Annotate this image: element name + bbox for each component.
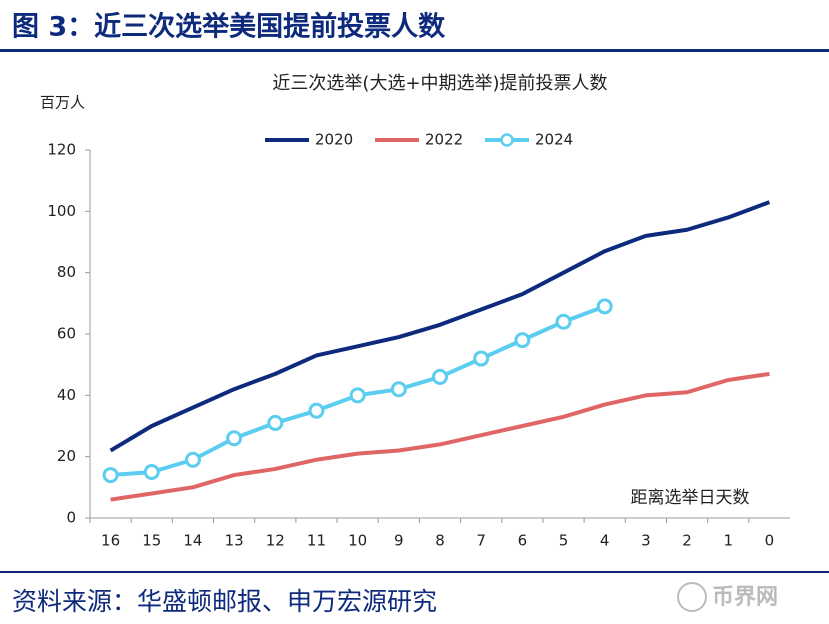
x-tick-label: 14 — [183, 532, 202, 550]
x-axis-label: 距离选举日天数 — [631, 488, 750, 508]
series-line — [109, 200, 771, 453]
y-tick-label: 80 — [57, 263, 76, 281]
data-point — [226, 430, 243, 447]
data-point — [308, 402, 325, 419]
y-tick-label: 60 — [57, 325, 76, 343]
watermark: 币界网 — [712, 585, 778, 610]
x-tick-label: 10 — [348, 532, 367, 550]
watermark-icon — [677, 582, 707, 612]
x-tick-label: 15 — [142, 532, 161, 550]
header-title: 图 3：近三次选举美国提前投票人数 — [12, 11, 446, 43]
x-tick-label: 7 — [476, 532, 486, 550]
x-tick-label: 5 — [559, 532, 569, 550]
data-point — [514, 332, 531, 349]
data-point — [555, 313, 572, 330]
data-point — [390, 381, 407, 398]
x-tick-label: 11 — [307, 532, 326, 550]
data-point — [102, 467, 119, 484]
footer-rule — [0, 571, 829, 573]
legend-marker — [500, 133, 514, 147]
x-tick-label: 13 — [225, 532, 244, 550]
y-axis-label: 百万人 — [40, 94, 85, 112]
y-tick-label: 100 — [47, 202, 76, 220]
y-tick-label: 120 — [47, 141, 76, 159]
data-point — [143, 464, 160, 480]
legend-label: 2020 — [315, 131, 353, 149]
series-line — [110, 371, 770, 502]
data-point — [432, 368, 448, 385]
x-tick-label: 9 — [394, 532, 404, 550]
data-point — [267, 414, 284, 431]
data-point — [184, 451, 201, 468]
data-point — [349, 387, 366, 404]
x-tick-label: 0 — [765, 532, 775, 550]
x-tick-label: 1 — [723, 532, 733, 550]
legend-label: 2024 — [535, 131, 573, 149]
x-tick-label: 16 — [101, 532, 120, 550]
chart-title: 近三次选举(大选+中期选举)提前投票人数 — [272, 73, 607, 94]
header-rule — [0, 49, 829, 52]
legend-label: 2022 — [425, 131, 463, 149]
x-tick-label: 8 — [435, 532, 445, 550]
y-tick-label: 40 — [57, 386, 76, 404]
x-tick-label: 3 — [641, 532, 651, 550]
data-point — [473, 350, 490, 367]
x-tick-label: 6 — [518, 532, 528, 550]
x-tick-label: 12 — [266, 532, 285, 550]
x-tick-label: 4 — [600, 532, 610, 550]
data-point — [596, 298, 613, 315]
x-tick-label: 2 — [682, 532, 692, 550]
y-tick-label: 20 — [57, 447, 76, 465]
source: 资料来源：华盛顿邮报、申万宏源研究 — [12, 587, 437, 616]
y-tick-label: 0 — [66, 509, 76, 527]
